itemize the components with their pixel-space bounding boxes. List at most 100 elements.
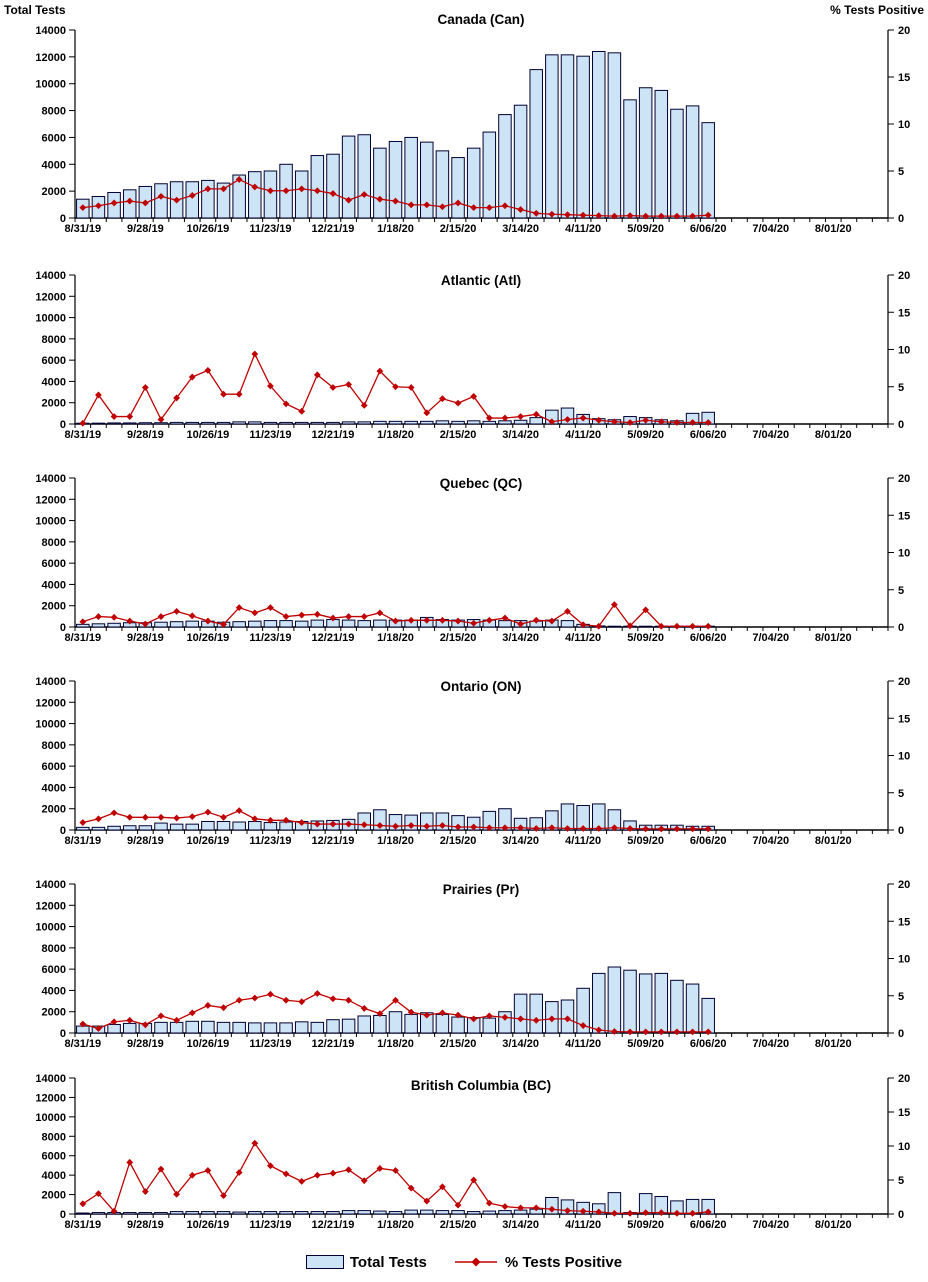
svg-text:8000: 8000 <box>42 740 66 752</box>
svg-text:15: 15 <box>898 307 910 319</box>
svg-text:6/06/20: 6/06/20 <box>690 223 727 235</box>
svg-text:14000: 14000 <box>35 676 66 688</box>
svg-text:10000: 10000 <box>35 516 66 528</box>
svg-text:10: 10 <box>898 1141 910 1153</box>
svg-text:8/31/19: 8/31/19 <box>64 835 101 847</box>
svg-text:2000: 2000 <box>42 804 66 816</box>
svg-text:4000: 4000 <box>42 1170 66 1182</box>
svg-text:12/21/19: 12/21/19 <box>312 632 355 644</box>
svg-text:3/14/20: 3/14/20 <box>502 429 539 441</box>
svg-text:20: 20 <box>898 879 910 891</box>
svg-text:8/01/20: 8/01/20 <box>815 223 852 235</box>
svg-text:0: 0 <box>60 825 66 837</box>
svg-text:11/23/19: 11/23/19 <box>249 429 291 441</box>
quebec-chart: 0 2000 4000 6000 8000 10000 12000 14000 0 5 10 15 20… <box>35 473 910 644</box>
svg-text:1/18/20: 1/18/20 <box>377 1219 414 1231</box>
svg-text:8/31/19: 8/31/19 <box>64 1038 101 1050</box>
svg-text:11/23/19: 11/23/19 <box>249 835 291 847</box>
svg-text:8/31/19: 8/31/19 <box>64 632 101 644</box>
svg-text:0: 0 <box>60 1028 66 1040</box>
svg-text:10: 10 <box>898 548 910 560</box>
svg-text:3/14/20: 3/14/20 <box>502 1038 539 1050</box>
svg-text:8000: 8000 <box>42 106 66 118</box>
svg-text:5: 5 <box>898 382 904 394</box>
chart-panel-canada: 0 2000 4000 6000 8000 10000 12000 14000 0 5 10 15 20… <box>0 0 928 252</box>
svg-text:12/21/19: 12/21/19 <box>312 1219 355 1231</box>
svg-text:5: 5 <box>898 166 904 178</box>
svg-text:12/21/19: 12/21/19 <box>312 223 355 235</box>
svg-text:4000: 4000 <box>42 159 66 171</box>
svg-text:% Tests Positive: % Tests Positive <box>830 3 924 17</box>
total-tests-swatch-icon <box>305 1255 344 1269</box>
legend-pct-positive-label: % Tests Positive <box>504 1253 623 1271</box>
svg-text:2/15/20: 2/15/20 <box>440 429 477 441</box>
svg-text:7/04/20: 7/04/20 <box>752 1038 789 1050</box>
svg-text:2000: 2000 <box>42 398 66 410</box>
svg-text:6000: 6000 <box>42 132 66 144</box>
svg-text:15: 15 <box>898 72 910 84</box>
svg-text:9/28/19: 9/28/19 <box>127 1038 164 1050</box>
svg-text:1/18/20: 1/18/20 <box>377 632 414 644</box>
svg-text:0: 0 <box>898 825 904 837</box>
svg-text:12000: 12000 <box>35 291 66 303</box>
svg-text:0: 0 <box>898 1028 904 1040</box>
svg-text:6/06/20: 6/06/20 <box>690 429 727 441</box>
svg-text:10000: 10000 <box>35 719 66 731</box>
svg-text:20: 20 <box>898 25 910 37</box>
svg-text:10/26/19: 10/26/19 <box>186 835 229 847</box>
svg-text:5: 5 <box>898 788 904 800</box>
svg-text:4000: 4000 <box>42 579 66 591</box>
svg-text:14000: 14000 <box>35 25 66 37</box>
svg-text:0: 0 <box>60 419 66 431</box>
svg-text:9/28/19: 9/28/19 <box>127 223 164 235</box>
svg-text:14000: 14000 <box>35 1073 66 1085</box>
svg-text:6/06/20: 6/06/20 <box>690 1219 727 1231</box>
svg-text:1/18/20: 1/18/20 <box>377 1038 414 1050</box>
svg-text:5: 5 <box>898 991 904 1003</box>
svg-text:12000: 12000 <box>35 494 66 506</box>
chart-panel-british-columbia: 0 2000 4000 6000 8000 10000 12000 14000 0 5 10 15 20… <box>0 1064 928 1242</box>
ontario-chart: 0 2000 4000 6000 8000 10000 12000 14000 0 5 10 15 20… <box>35 676 910 847</box>
svg-text:Atlantic (Atl): Atlantic (Atl) <box>441 273 521 288</box>
svg-text:6/06/20: 6/06/20 <box>690 632 727 644</box>
svg-text:0: 0 <box>898 622 904 634</box>
svg-text:4/11/20: 4/11/20 <box>565 429 601 441</box>
legend-total-tests-label: Total Tests <box>349 1253 427 1271</box>
chart-panel-ontario: 0 2000 4000 6000 8000 10000 12000 14000 0 5 10 15 20… <box>0 658 928 861</box>
chart-legend: Total Tests % Tests Positive <box>0 1242 928 1282</box>
svg-text:4000: 4000 <box>42 782 66 794</box>
svg-text:9/28/19: 9/28/19 <box>127 429 164 441</box>
svg-text:6000: 6000 <box>42 761 66 773</box>
svg-text:7/04/20: 7/04/20 <box>752 632 789 644</box>
svg-text:6000: 6000 <box>42 558 66 570</box>
svg-text:10: 10 <box>898 751 910 763</box>
svg-text:5/09/20: 5/09/20 <box>627 1219 664 1231</box>
svg-text:12/21/19: 12/21/19 <box>312 1038 355 1050</box>
svg-text:2/15/20: 2/15/20 <box>440 223 477 235</box>
svg-text:12000: 12000 <box>35 697 66 709</box>
svg-text:5: 5 <box>898 1175 904 1187</box>
svg-text:8/01/20: 8/01/20 <box>815 1038 852 1050</box>
prairies-chart: 0 2000 4000 6000 8000 10000 12000 14000 0 5 10 15 20… <box>35 879 910 1050</box>
svg-text:6/06/20: 6/06/20 <box>690 1038 727 1050</box>
svg-text:8/01/20: 8/01/20 <box>815 429 852 441</box>
svg-text:4/11/20: 4/11/20 <box>565 835 601 847</box>
svg-text:5/09/20: 5/09/20 <box>627 1038 664 1050</box>
svg-text:7/04/20: 7/04/20 <box>752 1219 789 1231</box>
svg-text:8/31/19: 8/31/19 <box>64 429 101 441</box>
svg-text:4000: 4000 <box>42 376 66 388</box>
svg-text:3/14/20: 3/14/20 <box>502 632 539 644</box>
svg-text:0: 0 <box>898 213 904 225</box>
svg-text:10/26/19: 10/26/19 <box>186 1038 229 1050</box>
svg-text:1/18/20: 1/18/20 <box>377 223 414 235</box>
svg-text:6000: 6000 <box>42 964 66 976</box>
svg-text:Ontario (ON): Ontario (ON) <box>441 679 522 694</box>
svg-text:7/04/20: 7/04/20 <box>752 429 789 441</box>
legend-item-total-tests: Total Tests <box>305 1253 427 1271</box>
svg-text:2000: 2000 <box>42 601 66 613</box>
svg-text:10: 10 <box>898 954 910 966</box>
canada-chart: 0 2000 4000 6000 8000 10000 12000 14000 0 5 10 15 20… <box>4 3 924 235</box>
svg-text:2/15/20: 2/15/20 <box>440 1038 477 1050</box>
svg-text:20: 20 <box>898 676 910 688</box>
